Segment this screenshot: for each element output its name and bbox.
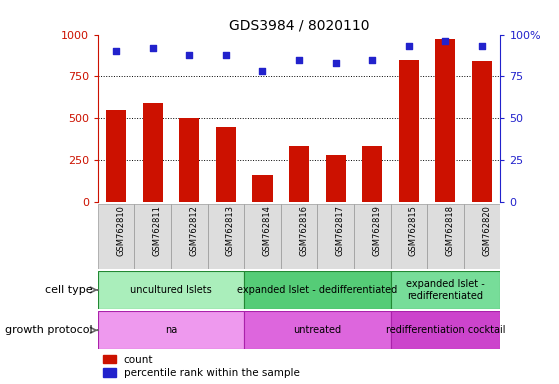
Bar bbox=[143, 103, 163, 202]
Text: GSM762811: GSM762811 bbox=[153, 205, 162, 257]
Bar bbox=[244, 311, 391, 349]
Text: GSM762820: GSM762820 bbox=[482, 205, 491, 257]
Bar bbox=[281, 204, 318, 269]
Bar bbox=[244, 204, 281, 269]
Text: GSM762819: GSM762819 bbox=[372, 205, 381, 257]
Text: GSM762815: GSM762815 bbox=[409, 205, 418, 257]
Bar bbox=[472, 61, 492, 202]
Bar bbox=[362, 146, 382, 202]
Bar bbox=[207, 204, 244, 269]
Text: GSM762817: GSM762817 bbox=[335, 205, 345, 257]
Point bbox=[148, 45, 157, 51]
Text: na: na bbox=[165, 325, 177, 335]
Bar bbox=[253, 175, 273, 202]
Text: GSM762812: GSM762812 bbox=[190, 205, 198, 257]
Point bbox=[404, 43, 413, 49]
Text: GSM762814: GSM762814 bbox=[263, 205, 272, 257]
Point bbox=[441, 38, 450, 44]
Bar bbox=[391, 204, 427, 269]
Bar bbox=[427, 204, 464, 269]
Text: uncultured Islets: uncultured Islets bbox=[130, 285, 212, 295]
Text: redifferentiation cocktail: redifferentiation cocktail bbox=[386, 325, 505, 335]
Text: expanded Islet -
redifferentiated: expanded Islet - redifferentiated bbox=[406, 279, 485, 301]
Legend: count, percentile rank within the sample: count, percentile rank within the sample bbox=[103, 355, 300, 378]
Bar bbox=[289, 146, 309, 202]
Text: GSM762816: GSM762816 bbox=[299, 205, 308, 257]
Bar bbox=[179, 118, 200, 202]
Point bbox=[368, 56, 377, 63]
Text: untreated: untreated bbox=[293, 325, 342, 335]
Bar bbox=[318, 204, 354, 269]
Bar bbox=[435, 39, 456, 202]
Bar bbox=[354, 204, 391, 269]
Bar bbox=[391, 311, 500, 349]
Text: cell type: cell type bbox=[45, 285, 92, 295]
Point bbox=[295, 56, 304, 63]
Bar bbox=[171, 204, 207, 269]
Bar bbox=[325, 155, 345, 202]
Bar bbox=[98, 271, 244, 309]
Bar bbox=[98, 311, 244, 349]
Point bbox=[477, 43, 486, 49]
Point bbox=[112, 48, 121, 55]
Text: growth protocol: growth protocol bbox=[4, 325, 92, 335]
Title: GDS3984 / 8020110: GDS3984 / 8020110 bbox=[229, 18, 369, 32]
Text: expanded Islet - dedifferentiated: expanded Islet - dedifferentiated bbox=[237, 285, 397, 295]
Text: GSM762818: GSM762818 bbox=[446, 205, 454, 257]
Bar bbox=[244, 271, 391, 309]
Bar bbox=[391, 271, 500, 309]
Bar bbox=[399, 60, 419, 202]
Bar bbox=[216, 127, 236, 202]
Bar bbox=[134, 204, 171, 269]
Point bbox=[221, 51, 230, 58]
Bar bbox=[106, 110, 126, 202]
Point bbox=[258, 68, 267, 74]
Bar bbox=[464, 204, 500, 269]
Bar bbox=[98, 204, 134, 269]
Text: GSM762813: GSM762813 bbox=[226, 205, 235, 257]
Point bbox=[331, 60, 340, 66]
Point bbox=[185, 51, 194, 58]
Text: GSM762810: GSM762810 bbox=[116, 205, 125, 257]
